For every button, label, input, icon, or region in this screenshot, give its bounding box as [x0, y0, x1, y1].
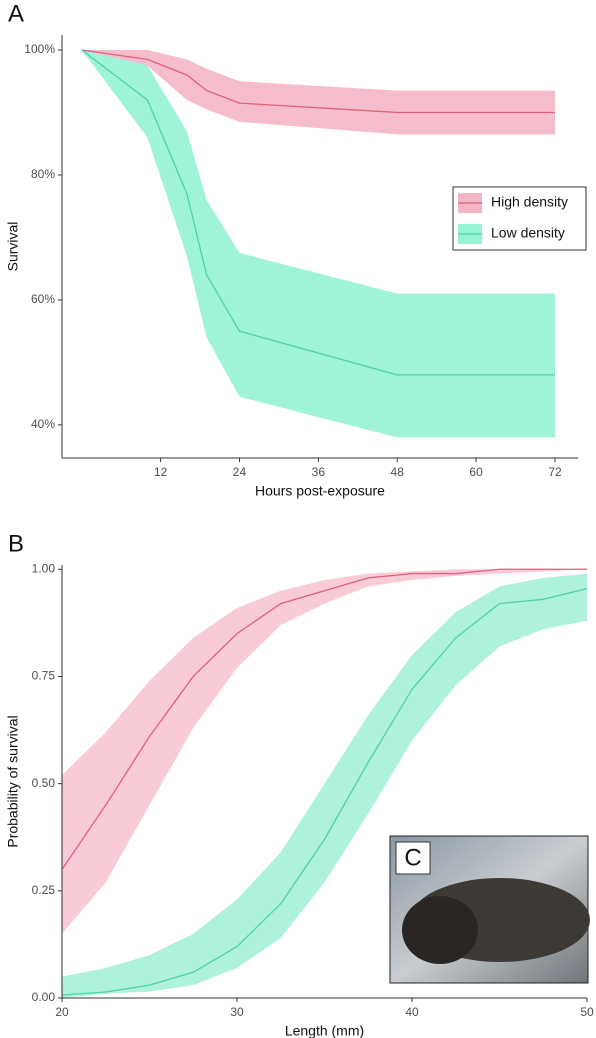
- line: [81, 49, 555, 376]
- panel-label: A: [8, 0, 24, 27]
- x-tick-label: 12: [154, 465, 168, 479]
- x-tick-label: 48: [391, 465, 405, 479]
- y-tick-label: 0.25: [32, 883, 56, 897]
- ribbon: [81, 49, 555, 135]
- x-tick-label: 20: [55, 1005, 69, 1019]
- inset-label: C: [404, 844, 421, 871]
- x-tick-label: 30: [230, 1005, 244, 1019]
- y-tick-label: 40%: [31, 417, 55, 431]
- ribbon: [81, 49, 555, 438]
- y-axis-title: Survival: [5, 222, 21, 272]
- x-axis-title: Hours post-exposure: [255, 483, 385, 499]
- x-tick-label: 40: [405, 1005, 419, 1019]
- ribbon: [62, 569, 587, 934]
- legend-label: High density: [491, 194, 568, 210]
- ribbon: [62, 573, 587, 998]
- x-tick-label: 36: [312, 465, 326, 479]
- x-tick-label: 60: [469, 465, 483, 479]
- line: [61, 587, 588, 996]
- y-tick-label: 60%: [31, 292, 55, 306]
- line: [81, 49, 555, 114]
- x-tick-label: 72: [548, 465, 562, 479]
- x-tick-label: 50: [580, 1005, 594, 1019]
- y-tick-label: 0.00: [32, 990, 56, 1004]
- legend-label: Low density: [491, 225, 565, 241]
- y-tick-label: 0.50: [32, 776, 56, 790]
- y-tick-label: 0.75: [32, 669, 56, 683]
- x-axis-title: Length (mm): [285, 1023, 364, 1038]
- fish-head: [402, 896, 478, 964]
- x-tick-label: 24: [233, 465, 247, 479]
- y-axis-title: Probability of survival: [5, 715, 21, 847]
- panel-label: B: [8, 530, 24, 557]
- y-tick-label: 1.00: [32, 561, 56, 575]
- line: [61, 568, 587, 870]
- y-tick-label: 100%: [24, 42, 55, 56]
- y-tick-label: 80%: [31, 167, 55, 181]
- inset-label-box: [395, 841, 431, 875]
